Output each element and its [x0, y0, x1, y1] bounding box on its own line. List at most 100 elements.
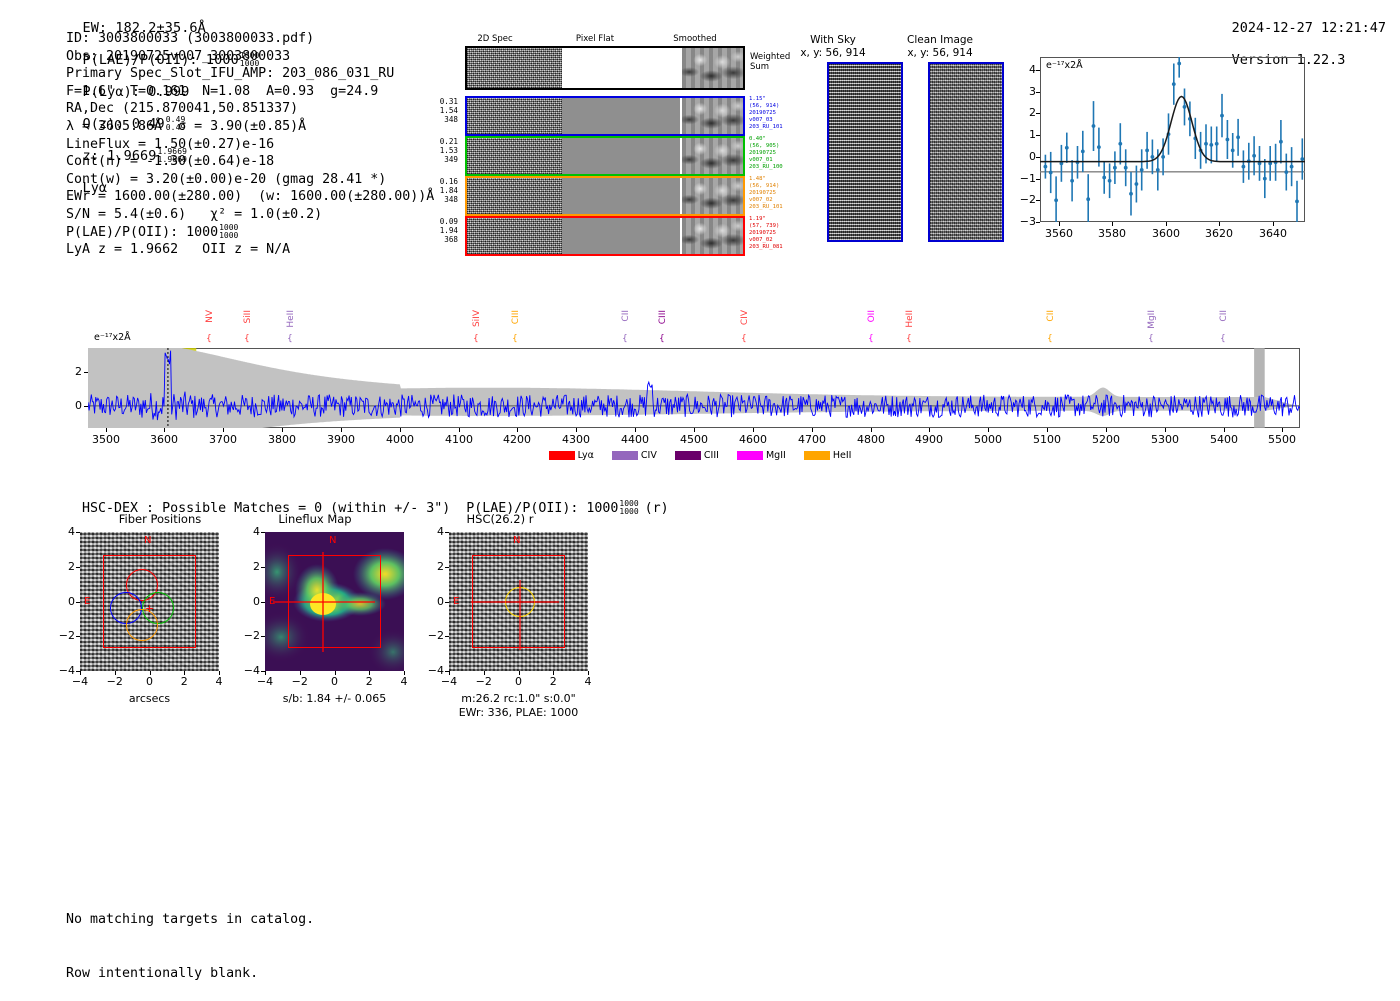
hscdex-frac-top: 1000: [619, 499, 639, 508]
hsc-r-caption-1: m:26.2 rc:1.0" s:0.0": [461, 692, 576, 705]
emission-line-label: MgII: [1147, 310, 1157, 329]
hsc-r-title: HSC(26.2) r: [466, 512, 534, 526]
zoom-ytick: 3: [1029, 85, 1036, 98]
fiber-pixelflat-image: [562, 98, 680, 134]
panel-ytick: 2: [253, 559, 260, 573]
panel-xtick: −4: [256, 675, 274, 688]
panel-xtick: 2: [365, 675, 373, 688]
legend-entry: CIII: [674, 450, 719, 461]
footer-line-2: Row intentionally blank.: [66, 966, 259, 981]
timestamp: 2024-12-27 12:21:47: [1231, 20, 1386, 36]
header-qz-frac-top: 0.49: [165, 115, 186, 124]
hsc-r-caption-2: EWr: 336, PLAE: 1000: [458, 706, 579, 719]
emission-line-label: HeII: [905, 310, 915, 328]
zoom-ytick: 1: [1029, 128, 1036, 141]
panel-xtick: −2: [291, 675, 308, 688]
zoom-ytick: 4: [1029, 63, 1036, 76]
header-ew: EW: 182.2±35.6Å: [82, 20, 206, 36]
fiber-row: [465, 96, 745, 136]
panel-xtick: 0: [146, 675, 153, 688]
spectrum-xtick: 3700: [209, 433, 237, 446]
line-zoom-plot: e⁻¹⁷x2Å −3 −2 −1 0 1 2 3 4 3560 3580 3600 3620 3640: [1020, 57, 1305, 240]
fiber-row: [465, 216, 745, 256]
weighted-sum-label: Weighted Sum: [750, 52, 791, 72]
hscdex-suffix: (r): [644, 501, 669, 516]
panel-ytick: 4: [253, 525, 260, 538]
fiber-2dspec-image: [467, 138, 562, 174]
fiber-right-meta: 1.15" (56, 914) 20190725 v007_03 203_RU_…: [749, 96, 783, 130]
header-z-type: Lyα: [82, 180, 108, 196]
panel-xtick: 0: [331, 675, 338, 688]
spectrum-ytick: 2: [75, 365, 82, 378]
spectrum-xtick: 3900: [327, 433, 355, 446]
emission-line-marker: {: [473, 334, 479, 344]
emission-line-label: NV: [205, 310, 215, 323]
spectrum-xtick: 3800: [268, 433, 296, 446]
zoom-xtick: 3600: [1152, 227, 1180, 240]
fiber-right-meta: 1.19" (57, 739) 20190725 v007_02 203_RU_…: [749, 216, 783, 250]
column-header-pixelflat: Pixel Flat: [575, 34, 615, 44]
lineflux-map-crosshair: [273, 552, 375, 652]
legend-swatch: [736, 451, 763, 460]
info-ewr: EWr = 1600.00(±280.00) (w: 1600.00(±280.…: [66, 189, 435, 205]
legend-label: CIII: [703, 450, 719, 461]
info-seeing: F=1.6" T=0.161 N=1.08 A=0.93 g=24.9: [66, 83, 379, 99]
spectrum-xtick: 3600: [150, 433, 178, 446]
zoom-ytick: 2: [1029, 106, 1036, 119]
lineflux-map-title: Lineflux Map: [278, 512, 352, 526]
header-plae-frac-bot: 1000: [239, 59, 260, 68]
emission-line-marker: {: [1148, 334, 1154, 344]
clean-image: [928, 62, 1004, 242]
panel-ytick: −2: [427, 629, 444, 643]
full-spectrum-panel: NV {SiII {HeII {SiIV {CIII {CII {CIII {CIV {OII {…: [0, 300, 1400, 470]
info-lineflux: LineFlux = 1.50(±0.27)e-16: [66, 136, 275, 152]
header-plya: P(Lyα): 0.999: [82, 84, 190, 100]
info-continuum-narrow: Cont(n) = -1.30(±0.64)e-18: [66, 154, 275, 170]
info-id: ID: 3003800033 (3003800033.pdf): [66, 31, 315, 46]
footer-line-1: No matching targets in catalog.: [66, 912, 315, 927]
fiber-smoothed-image: [682, 98, 743, 134]
fiber-positions-title: Fiber Positions: [118, 512, 202, 526]
panel-ytick: −2: [58, 629, 75, 643]
spectrum-xtick: 4900: [915, 433, 943, 446]
fiber-left-stats: 0.16 1.84 348: [439, 177, 458, 205]
panel-ytick: 2: [437, 559, 444, 573]
compass-north: N: [513, 535, 521, 546]
fiber-smoothed-image: [682, 218, 743, 254]
column-header-smoothed: Smoothed: [673, 34, 717, 44]
fiber-left-stats: 0.21 1.53 349: [439, 137, 458, 165]
with-sky-image: [827, 62, 903, 242]
spectrum-xtick: 4100: [445, 433, 473, 446]
spectrum-xtick: 4700: [798, 433, 826, 446]
zoom-ytick: 0: [1029, 150, 1036, 163]
emission-line-label: CII: [1046, 310, 1056, 322]
weighted-sum-smoothed-image: [682, 48, 743, 88]
info-radec: RA,Dec (215.870041,50.851337): [66, 101, 299, 117]
footer-note: No matching targets in catalog. Row inte…: [66, 875, 314, 1001]
header-qz-frac-bot: 0.49: [165, 123, 186, 132]
legend-label: CIV: [640, 450, 657, 461]
info-redshifts: LyA z = 1.9662 OII z = N/A: [66, 242, 291, 258]
info-plae-frac-top: 1000: [219, 222, 239, 232]
legend-entry: MgII: [736, 450, 786, 461]
panel-ytick: 0: [437, 594, 444, 608]
fiber-right-meta: 1.48" (56, 914) 20190725 v007_02 203_RU_…: [749, 176, 783, 210]
legend-label: Lyα: [577, 450, 594, 461]
panel-ytick: −4: [243, 664, 260, 677]
hscdex-text: HSC-DEX : Possible Matches = 0 (within +…: [82, 501, 619, 516]
panel-xtick: 0: [515, 675, 522, 688]
summary-header: EW: 182.2±35.6Å P(LAE)/P(OII): 1000 1000 1…: [66, 4, 259, 196]
legend-entry: HeII: [803, 450, 851, 461]
info-plae-text: P(LAE)/P(OII): 1000: [66, 224, 219, 240]
zoom-plot-canvas: [1040, 57, 1305, 222]
spectrum-xtick: 4200: [503, 433, 531, 446]
spectrum-xtick: 4500: [680, 433, 708, 446]
spectrum-xtick: 3500: [92, 433, 120, 446]
zoom-xtick: 3640: [1259, 227, 1287, 240]
twod-spectrum-panel: 2D Spec Pixel Flat Smoothed Weighted Sum…: [430, 34, 790, 256]
header-z-label: z: 1.9669: [82, 148, 157, 164]
fiber-left-stats: 0.09 1.94 368: [439, 217, 458, 245]
fiber-row: [465, 176, 745, 216]
legend-swatch: [674, 451, 701, 460]
fiber-circle-red: [126, 569, 158, 601]
